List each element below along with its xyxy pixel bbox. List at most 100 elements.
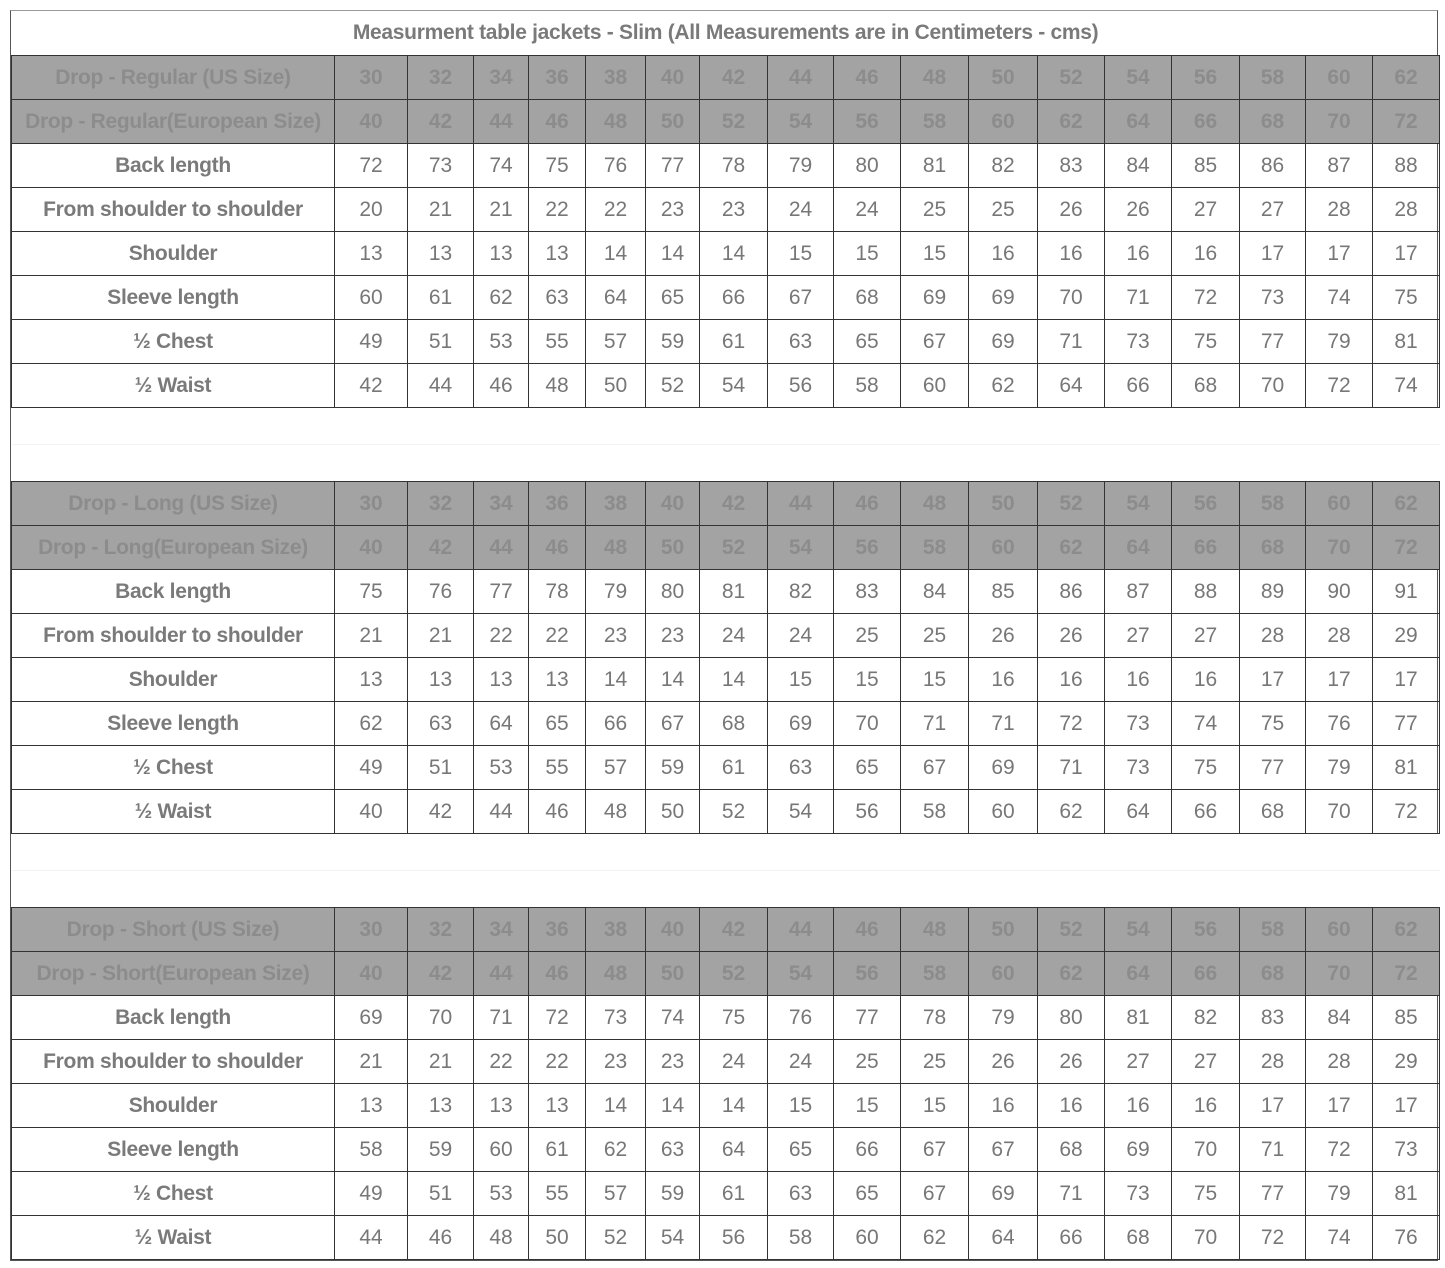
us-size-cell: 40 — [645, 907, 700, 952]
measurement-value: 57 — [585, 319, 646, 364]
measurement-value: 15 — [767, 231, 834, 276]
eu-size-cell: 58 — [900, 99, 969, 144]
measurement-value: 27 — [1239, 187, 1306, 232]
eu-size-label: Drop - Regular(European Size) — [11, 99, 335, 144]
eu-size-cell: 54 — [767, 951, 834, 996]
spacer-cell — [11, 407, 1440, 445]
measurement-value: 77 — [1239, 745, 1306, 790]
spacer-cell — [11, 870, 1440, 908]
measurement-value: 60 — [334, 275, 408, 320]
measurement-value: 73 — [1104, 701, 1172, 746]
eu-size-cell: 64 — [1104, 99, 1172, 144]
measurement-value: 24 — [767, 613, 834, 658]
us-size-cell: 34 — [473, 907, 529, 952]
measurement-value: 17 — [1305, 231, 1373, 276]
measurement-value: 21 — [407, 613, 474, 658]
measurement-value: 44 — [473, 789, 529, 834]
measurement-value: 82 — [767, 569, 834, 614]
measurement-value: 66 — [585, 701, 646, 746]
measurement-value: 72 — [1305, 1127, 1373, 1172]
us-size-cell: 54 — [1104, 907, 1172, 952]
measurement-value: 14 — [699, 231, 768, 276]
table-row: Shoulder 13 13 13 13 14 14 14 15 15 15 16 16 16 16 17 17… — [11, 1083, 1441, 1128]
measurement-value: 69 — [968, 745, 1038, 790]
measurement-value: 23 — [699, 187, 768, 232]
measurement-value: 44 — [407, 363, 474, 408]
us-size-label: Drop - Regular (US Size) — [11, 55, 335, 100]
measurement-value: 16 — [1037, 1083, 1105, 1128]
us-size-cell: 60 — [1305, 481, 1373, 526]
us-size-cell: 44 — [767, 481, 834, 526]
measurement-value: 25 — [900, 187, 969, 232]
measurement-value: 17 — [1239, 231, 1306, 276]
us-size-cell: 42 — [699, 55, 768, 100]
measurement-value: 15 — [833, 231, 901, 276]
us-size-cell: 42 — [699, 907, 768, 952]
measurement-value: 15 — [833, 1083, 901, 1128]
measurement-value: 81 — [1104, 995, 1172, 1040]
measurement-value: 50 — [585, 363, 646, 408]
measurement-value: 68 — [1104, 1215, 1172, 1260]
measurement-value: 25 — [900, 613, 969, 658]
measurement-value: 79 — [968, 995, 1038, 1040]
table-row: From shoulder to shoulder 20 21 21 22 22 23 23 2… — [11, 187, 1441, 232]
us-size-cell: 48 — [900, 481, 969, 526]
measurement-label: ½ Chest — [11, 1171, 335, 1216]
measurement-value: 71 — [900, 701, 969, 746]
eu-size-cell: 72 — [1371, 525, 1441, 570]
eu-size-cell: 48 — [585, 99, 646, 144]
eu-size-cell: 42 — [407, 525, 474, 570]
eu-size-cell: 60 — [968, 525, 1038, 570]
measurement-value: 23 — [585, 613, 646, 658]
measurement-value: 73 — [1371, 1127, 1441, 1172]
measurement-value: 74 — [473, 143, 529, 188]
measurement-value: 69 — [334, 995, 408, 1040]
measurement-value: 26 — [968, 1039, 1038, 1084]
measurement-label: Shoulder — [11, 231, 335, 276]
measurement-value: 59 — [407, 1127, 474, 1172]
measurement-value: 75 — [699, 995, 768, 1040]
us-size-cell: 44 — [767, 55, 834, 100]
measurement-value: 72 — [1305, 363, 1373, 408]
measurement-value: 75 — [1171, 319, 1240, 364]
measurement-value: 52 — [699, 789, 768, 834]
measurement-value: 60 — [968, 789, 1038, 834]
measurement-value: 56 — [767, 363, 834, 408]
measurement-value: 61 — [407, 275, 474, 320]
measurement-value: 68 — [1239, 789, 1306, 834]
measurement-value: 13 — [407, 657, 474, 702]
measurement-value: 79 — [767, 143, 834, 188]
us-size-cell: 30 — [334, 55, 408, 100]
measurement-value: 67 — [900, 319, 969, 364]
measurement-value: 24 — [699, 1039, 768, 1084]
measurement-value: 68 — [699, 701, 768, 746]
measurement-value: 49 — [334, 745, 408, 790]
measurement-value: 48 — [473, 1215, 529, 1260]
measurement-value: 65 — [833, 1171, 901, 1216]
eu-size-cell: 50 — [645, 525, 700, 570]
spacer-row — [11, 407, 1440, 445]
measurement-value: 53 — [473, 319, 529, 364]
measurement-value: 27 — [1104, 1039, 1172, 1084]
measurement-label: ½ Waist — [11, 1215, 335, 1260]
measurement-value: 16 — [1104, 1083, 1172, 1128]
measurement-value: 13 — [334, 231, 408, 276]
measurement-value: 15 — [767, 1083, 834, 1128]
us-size-cell: 52 — [1037, 907, 1105, 952]
measurement-value: 76 — [767, 995, 834, 1040]
us-size-cell: 50 — [968, 55, 1038, 100]
us-size-cell: 46 — [833, 55, 901, 100]
measurement-value: 73 — [585, 995, 646, 1040]
measurement-value: 54 — [699, 363, 768, 408]
measurement-value: 27 — [1171, 613, 1240, 658]
eu-size-header-row: Drop - Regular(European Size) 40 42 44 46 48 5… — [11, 99, 1441, 144]
measurement-value: 70 — [1037, 275, 1105, 320]
measurement-value: 13 — [334, 657, 408, 702]
measurement-value: 64 — [585, 275, 646, 320]
eu-size-cell: 60 — [968, 951, 1038, 996]
measurement-value: 27 — [1104, 613, 1172, 658]
us-size-cell: 42 — [699, 481, 768, 526]
measurement-value: 68 — [1171, 363, 1240, 408]
measurement-value: 84 — [1104, 143, 1172, 188]
measurement-value: 15 — [833, 657, 901, 702]
